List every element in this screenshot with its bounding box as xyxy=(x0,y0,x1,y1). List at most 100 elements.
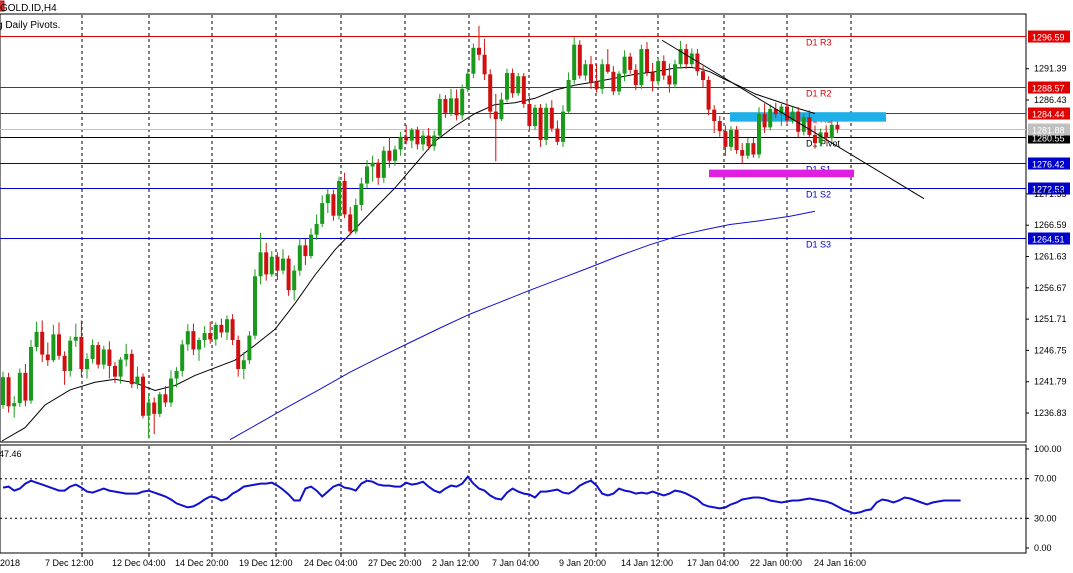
candle xyxy=(12,396,17,418)
candle xyxy=(477,25,481,61)
candle-body xyxy=(633,69,638,86)
price-tick-label: 1236.83 xyxy=(1034,408,1067,418)
candle-body xyxy=(779,106,784,115)
candle-body xyxy=(12,403,17,407)
price-tick-label: 1241.79 xyxy=(1034,377,1067,387)
candle-body xyxy=(829,124,834,139)
candle xyxy=(309,228,313,259)
pivot-price-tags: 1296.59 1288.57 1284.44 1280.55 1276.42 1272.… xyxy=(1028,30,1070,245)
candle-body xyxy=(449,98,453,113)
rsi-line-group xyxy=(2,475,961,515)
candle-body xyxy=(510,73,515,94)
candle-body xyxy=(101,349,106,365)
candle xyxy=(594,64,599,93)
candle-body xyxy=(835,124,840,130)
candle xyxy=(258,232,263,285)
rsi-line xyxy=(2,475,961,515)
candle-body xyxy=(236,340,241,370)
candle xyxy=(264,242,269,281)
candle xyxy=(824,125,829,142)
candle xyxy=(320,195,325,228)
price-tag-box xyxy=(1028,81,1070,94)
candle xyxy=(247,331,252,365)
price-tick-label: 1246.75 xyxy=(1034,345,1067,355)
rsi-value-label: 47.46 xyxy=(0,449,22,459)
candle xyxy=(611,66,616,96)
candle xyxy=(118,357,123,384)
candle-body xyxy=(505,73,509,100)
candle-body xyxy=(393,149,397,161)
candle-body xyxy=(79,336,84,370)
candle xyxy=(661,55,666,81)
trendline-group[interactable] xyxy=(661,39,925,200)
candle-body xyxy=(1,377,5,406)
price-tag: 1272.53 xyxy=(1032,185,1065,195)
candle-body xyxy=(538,107,543,140)
candle-body xyxy=(667,75,672,85)
candle-body xyxy=(62,355,67,371)
candle xyxy=(342,172,347,219)
candle xyxy=(253,269,257,340)
time-label: 22 Jan 00:00 xyxy=(750,558,802,568)
candle-body xyxy=(617,73,621,92)
candle xyxy=(331,189,336,221)
candle-body xyxy=(460,88,465,116)
candle xyxy=(561,105,565,147)
candle-body xyxy=(477,47,481,55)
candle-body xyxy=(426,135,431,147)
candle-body xyxy=(6,377,11,407)
price-tag: 1276.42 xyxy=(1032,160,1065,170)
candle-body xyxy=(807,117,812,135)
time-label: 24 Dec 04:00 xyxy=(304,558,358,568)
candle xyxy=(303,239,308,265)
candle xyxy=(807,110,812,137)
candle xyxy=(572,37,577,84)
candle-body xyxy=(762,114,767,128)
candle xyxy=(505,68,509,103)
candle-body xyxy=(225,319,229,333)
candle xyxy=(426,127,431,151)
candle xyxy=(141,373,145,419)
candle xyxy=(449,88,453,116)
candle-body xyxy=(107,349,112,366)
candle-body xyxy=(320,203,325,224)
candle xyxy=(208,321,213,344)
candle-body xyxy=(689,53,694,65)
pivot-label: D1 S3 xyxy=(806,240,831,250)
candle xyxy=(90,339,95,364)
candle xyxy=(549,100,554,132)
candle-body xyxy=(314,223,319,235)
symbol-label: GOLD.ID,H4 xyxy=(0,3,57,14)
candle-body xyxy=(381,150,386,178)
close-icon[interactable] xyxy=(0,0,5,12)
candle xyxy=(404,124,409,145)
candle xyxy=(314,214,319,240)
candle xyxy=(421,130,425,151)
candle xyxy=(768,104,773,131)
candle-body xyxy=(611,71,616,92)
candle xyxy=(370,155,375,182)
candle xyxy=(40,320,45,363)
price-tick-label: 1291.39 xyxy=(1034,64,1067,74)
candle-body xyxy=(723,131,728,147)
candle-body xyxy=(281,258,285,271)
candle-body xyxy=(269,256,274,275)
candle-body xyxy=(796,111,801,132)
time-label: 24 Jan 16:00 xyxy=(814,558,866,568)
candle-body xyxy=(409,129,414,141)
candle-body xyxy=(29,346,33,401)
candle xyxy=(516,73,521,96)
candle-body xyxy=(174,370,179,379)
price-tag: 1280.55 xyxy=(1032,134,1065,144)
candle xyxy=(460,84,465,120)
moving-average-line xyxy=(229,210,816,441)
candle xyxy=(219,318,224,338)
price-zone xyxy=(730,112,886,122)
candle xyxy=(213,322,218,346)
candle xyxy=(51,324,56,363)
pivot-label: D1 S2 xyxy=(806,190,831,200)
candle-body xyxy=(51,334,56,361)
candle xyxy=(241,352,246,380)
time-axis-labels: 2018 7 Dec 12:00 12 Dec 04:00 14 Dec 20:00 1… xyxy=(0,553,866,568)
